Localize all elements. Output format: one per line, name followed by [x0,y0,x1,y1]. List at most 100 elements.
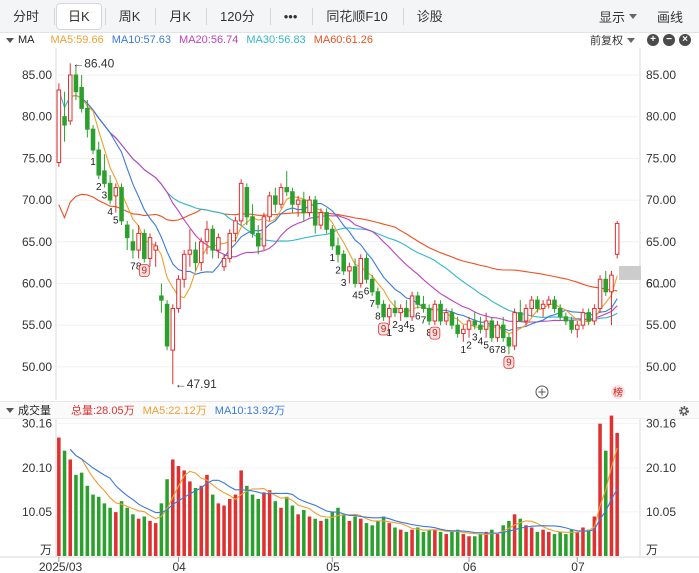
price-adjust-dropdown[interactable]: 前复权 [590,32,635,48]
candle-body [364,257,369,280]
candle-body [387,307,392,318]
volume-bar [490,529,494,556]
volume-bar [267,490,272,556]
volume-bar [171,459,175,556]
candle-body [312,199,318,226]
price-tick-label-right: 70.00 [646,193,676,207]
candle-body [512,312,517,347]
candle-body [170,307,176,351]
display-dropdown[interactable]: 显示 [589,7,647,26]
candle-body [124,224,130,239]
candle-body [238,182,244,222]
td-signal-number: 5 [483,341,489,352]
tab-daily-k[interactable]: 日K [57,3,101,29]
volume-ma10-line [69,448,618,534]
volume-bar [74,474,78,556]
candle-body [540,303,546,309]
volume-bar [364,523,369,556]
ma5-value: MA5:59.66 [50,34,104,46]
ma-indicator-toggle[interactable]: MA [6,34,35,46]
volume-bar [484,531,488,556]
candle-body [426,307,432,322]
volume-tick-label-left: 30.16 [22,417,52,431]
chevron-down-icon [627,37,635,43]
volume-bar [284,496,289,556]
tab-weekly-k[interactable]: 周K [118,8,141,24]
gear-icon[interactable] [678,405,690,417]
volume-tick-label-left: 10.05 [22,505,52,519]
candle-body [369,278,375,293]
volume-indicator-toggle[interactable]: 成交量 [6,402,51,418]
time-tick-label: 2025/03 [39,560,83,573]
tab-120-minute[interactable]: 120分 [220,8,255,24]
tab-intraday[interactable]: 分时 [13,8,40,24]
volume-bar [210,494,215,556]
candle-body [147,237,153,259]
volume-bar [569,529,574,556]
volume-bar [205,474,209,556]
td-signal-badge [503,355,515,369]
tab-f10-profile[interactable]: 同花顺F10 [326,8,388,24]
candle-body [187,249,193,255]
candle-body [181,253,187,280]
candle-body [193,249,198,264]
candle-body [586,312,591,322]
td-signal-number: 9 [142,266,148,277]
volume-bar [216,503,221,556]
td-signal-number: 8 [426,328,432,339]
candle-body [335,245,341,255]
candle-body [438,303,443,322]
draw-line-button[interactable]: 画线 [647,7,693,26]
candle-body [273,195,278,205]
volume-bar [313,518,317,556]
tab-divider [206,7,208,25]
close-icon[interactable]: × [679,34,691,46]
volume-bar [404,531,409,556]
candle-body [415,295,421,305]
tab-monthly-k[interactable]: 月K [169,8,192,24]
candle-body [489,320,495,339]
volume-bar [359,518,363,556]
volume-bar [108,507,112,556]
candle-body [563,316,569,322]
td-signal-number: 1 [461,345,467,356]
td-signal-number: 2 [392,320,398,331]
td-signal-badge [429,326,441,340]
volume-bar [131,514,135,556]
volume-bar [427,529,431,556]
zoom-out-icon[interactable]: − [663,34,675,46]
candle-body [130,241,136,251]
tab-divider [269,7,271,25]
volume-bar [188,481,192,556]
tab-stock-diagnosis[interactable]: 诊股 [416,8,443,24]
candle-body [603,278,609,293]
candle-body [290,191,295,205]
zoom-in-icon[interactable]: + [647,34,659,46]
volume-bar [262,492,266,556]
td-signal-number: 6 [415,311,421,322]
volume-bar [79,472,84,556]
volume-bar [199,485,204,556]
chevron-down-icon [628,14,637,19]
volume-tick-label-right: 20.10 [646,461,676,475]
price-tick-label-left: 50.00 [22,360,52,374]
td-signal-number: 1 [90,157,96,168]
more-periods-button[interactable]: ••• [283,8,298,24]
volume-bar [547,531,551,556]
volume-bar [222,505,226,556]
total-volume-value: 总量:28.05万 [71,405,135,417]
candle-body [478,324,483,330]
volume-bar [125,507,129,556]
period-toolbar: 分时 日K 周K 月K 120分 ••• 同花顺F10 诊股 显示 画线 [0,0,699,33]
board-badge[interactable] [611,385,625,399]
td-signal-number: 3 [341,278,347,289]
volume-bar [148,520,152,556]
candle-body [483,320,489,330]
candle-body [535,299,540,309]
volume-bar [57,437,61,556]
volume-bar [324,518,329,556]
candle-body [244,187,250,218]
td-signal-number: 8 [136,261,142,272]
volume-bar [119,501,124,556]
